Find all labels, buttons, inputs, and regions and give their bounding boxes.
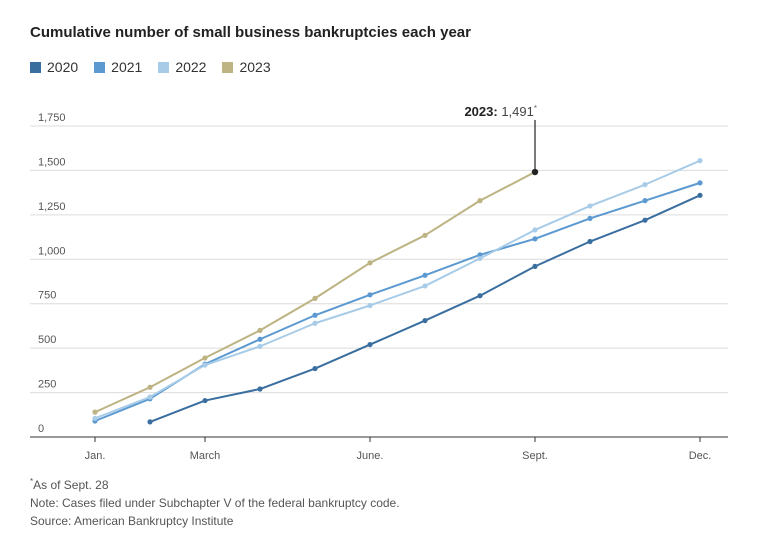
series-line-2022 — [94, 159, 701, 420]
legend-label-2022: 2022 — [175, 59, 207, 75]
series-line-2023 — [94, 171, 536, 414]
y-tick-label: 250 — [38, 379, 56, 391]
legend-swatch-2022 — [158, 61, 170, 73]
data-point-2020 — [147, 419, 153, 425]
y-tick-label: 1,250 — [38, 201, 66, 213]
data-point-2023 — [477, 198, 483, 204]
data-point-2022 — [587, 203, 593, 209]
annotation-year: 2023: — [464, 104, 501, 119]
y-tick-label: 1,000 — [38, 245, 66, 257]
data-point-2022 — [312, 320, 318, 326]
footnote-as-of-text: As of Sept. 28 — [33, 478, 109, 492]
data-point-2022 — [257, 343, 263, 349]
annotation-asterisk: * — [534, 104, 537, 113]
data-point-2021 — [477, 252, 483, 258]
x-tick-label: Sept. — [522, 450, 548, 462]
annotation-marker — [531, 168, 539, 176]
data-point-2021 — [697, 180, 703, 186]
annotation-value: 1,491 — [501, 104, 534, 119]
footnote-as-of: *As of Sept. 28 — [30, 473, 400, 494]
data-point-2022 — [92, 415, 98, 421]
data-point-2022 — [422, 283, 428, 289]
data-point-2021 — [367, 292, 373, 298]
data-point-2021 — [642, 198, 648, 204]
y-tick-label: 0 — [38, 423, 44, 435]
legend-swatch-2020 — [30, 61, 41, 73]
data-point-2020 — [642, 217, 648, 223]
x-tick-label: Dec. — [689, 450, 712, 462]
legend-item-2023: 2023 — [222, 59, 271, 75]
data-point-2020 — [367, 341, 373, 348]
legend-swatch-2021 — [94, 61, 106, 73]
data-point-2022 — [532, 227, 538, 233]
data-point-2020 — [587, 238, 593, 245]
data-point-2023 — [92, 409, 98, 415]
data-point-2021 — [422, 272, 428, 278]
data-point-2022 — [697, 158, 703, 164]
footnote-note: Note: Cases filed under Subchapter V of … — [30, 496, 400, 510]
data-point-2020 — [532, 263, 538, 269]
data-point-2023 — [202, 355, 208, 361]
footnote-asterisk: * — [30, 477, 34, 486]
data-point-2023 — [257, 327, 263, 333]
legend-item-2022: 2022 — [158, 59, 206, 75]
annotation-label: 2023: 1,491* — [464, 104, 537, 119]
y-tick-label: 1,750 — [38, 112, 66, 124]
data-point-2020 — [422, 317, 428, 324]
footnote-source: Source: American Bankruptcy Institute — [30, 514, 234, 528]
x-tick-label: Jan. — [85, 450, 106, 462]
data-point-2022 — [147, 394, 153, 400]
data-point-2020 — [202, 397, 208, 404]
data-point-2022 — [642, 182, 648, 188]
y-tick-label: 1,500 — [38, 156, 66, 168]
data-point-2023 — [147, 384, 153, 390]
data-point-2023 — [312, 295, 318, 301]
chart-legend: 2020 2021 2022 2023 — [30, 59, 271, 75]
legend-label-2020: 2020 — [47, 59, 79, 75]
series-line-2021 — [94, 181, 701, 422]
y-tick-label: 500 — [38, 334, 56, 346]
chart-title: Cumulative number of small business bank… — [30, 24, 471, 41]
data-point-2022 — [367, 302, 373, 309]
data-point-2021 — [312, 312, 318, 318]
data-point-2021 — [257, 336, 263, 342]
data-point-2022 — [477, 255, 483, 261]
data-point-2021 — [587, 215, 593, 222]
data-point-2023 — [367, 260, 373, 266]
legend-item-2021: 2021 — [94, 59, 142, 75]
data-point-2023 — [422, 232, 428, 238]
legend-label-2023: 2023 — [239, 59, 271, 75]
data-point-2020 — [477, 293, 483, 299]
legend-label-2021: 2021 — [111, 59, 143, 75]
data-point-2021 — [532, 236, 538, 242]
data-point-2020 — [312, 365, 318, 372]
legend-item-2020: 2020 — [30, 59, 78, 75]
y-tick-label: 750 — [38, 290, 56, 302]
chart-footnotes: *As of Sept. 28 Note: Cases filed under … — [30, 473, 400, 530]
legend-swatch-2023 — [222, 61, 234, 73]
data-point-2020 — [257, 386, 263, 392]
series-line-2020 — [149, 194, 701, 423]
data-point-2020 — [697, 192, 703, 198]
x-tick-label: June. — [357, 450, 384, 462]
x-tick-label: March — [190, 450, 221, 462]
data-point-2022 — [202, 362, 208, 368]
